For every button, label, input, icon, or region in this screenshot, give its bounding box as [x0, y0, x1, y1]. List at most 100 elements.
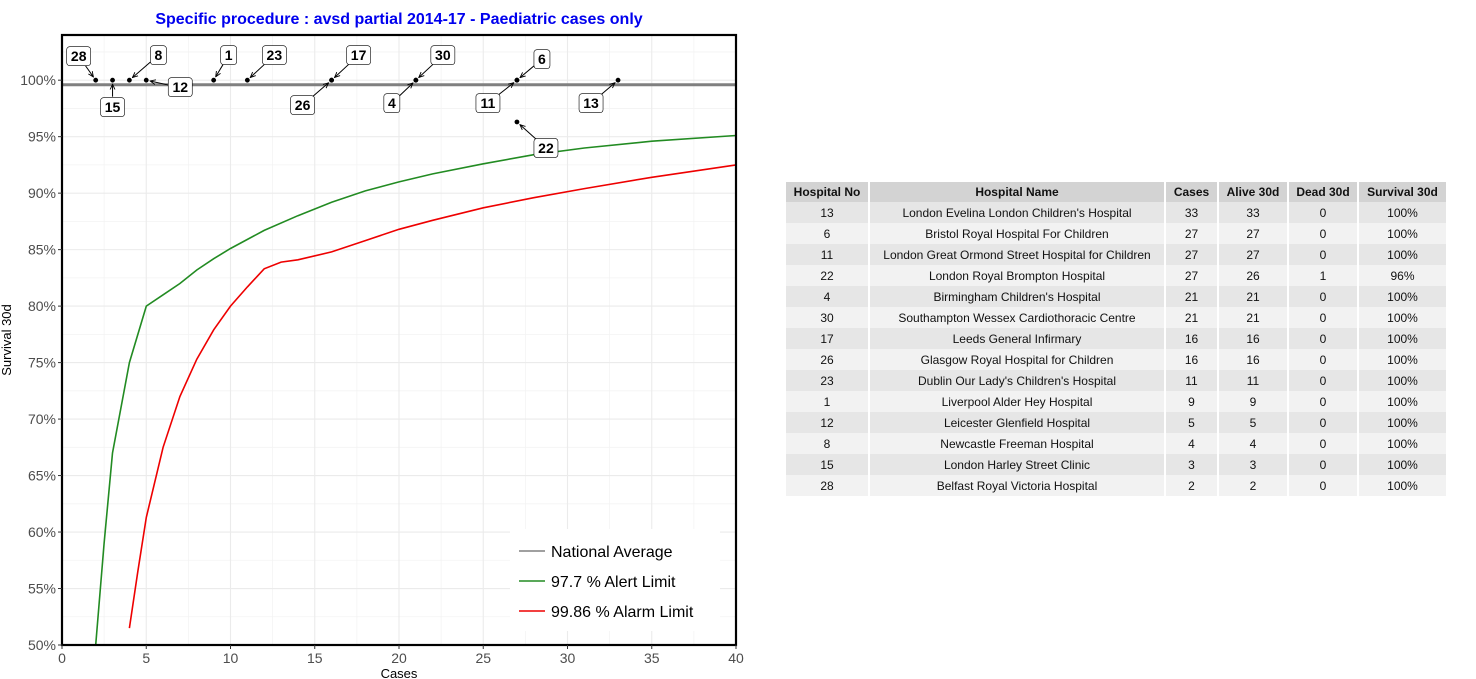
alive-30d-cell: 33 [1219, 202, 1287, 223]
point-label: 13 [583, 95, 599, 111]
survival-30d-cell: 100% [1359, 433, 1446, 454]
alive-30d-cell: 3 [1219, 454, 1287, 475]
chart-title: Specific procedure : avsd partial 2014-1… [155, 11, 642, 28]
point-label: 28 [71, 48, 87, 64]
alive-30d-cell: 11 [1219, 370, 1287, 391]
alive-30d-cell: 26 [1219, 265, 1287, 286]
hospital-no-cell: 15 [786, 454, 868, 475]
column-header-hospital-name: Hospital Name [870, 182, 1164, 202]
alive-30d-cell: 27 [1219, 223, 1287, 244]
dead-30d-cell: 0 [1289, 391, 1357, 412]
table-row: 13 London Evelina London Children's Hospi… [786, 202, 1446, 223]
y-tick-label: 80% [28, 298, 56, 314]
alive-30d-cell: 5 [1219, 412, 1287, 433]
cases-cell: 4 [1166, 433, 1217, 454]
dead-30d-cell: 0 [1289, 475, 1357, 496]
cases-cell: 16 [1166, 349, 1217, 370]
x-tick-label: 25 [475, 650, 491, 666]
dead-30d-cell: 0 [1289, 307, 1357, 328]
column-header-cases: Cases [1166, 182, 1217, 202]
x-tick-label: 15 [307, 650, 323, 666]
column-header-alive-30d: Alive 30d [1219, 182, 1287, 202]
table-row: 17 Leeds General Infirmary 16 16 0 100% [786, 328, 1446, 349]
dead-30d-cell: 0 [1289, 433, 1357, 454]
table-row: 6 Bristol Royal Hospital For Children 27 27… [786, 223, 1446, 244]
point-label-box [262, 45, 287, 65]
survival-30d-cell: 100% [1359, 244, 1446, 265]
hospital-no-cell: 22 [786, 265, 868, 286]
label-connector [132, 61, 151, 78]
label-connector [419, 61, 436, 77]
table-row: 15 London Harley Street Clinic 3 3 0 100% [786, 454, 1446, 475]
hospital-name-cell: Glasgow Royal Hospital for Children [870, 349, 1164, 370]
point-label: 22 [538, 140, 554, 156]
x-tick-label: 20 [391, 650, 407, 666]
table-header-row: Hospital No Hospital Name Cases Alive 30… [786, 182, 1446, 202]
survival-30d-cell: 96% [1359, 265, 1446, 286]
point-label-box [430, 45, 456, 65]
hospital-name-cell: Newcastle Freeman Hospital [870, 433, 1164, 454]
point-label-box [578, 93, 604, 113]
column-header-dead-30d: Dead 30d [1289, 182, 1357, 202]
survival-30d-cell: 100% [1359, 202, 1446, 223]
hospital-no-cell: 12 [786, 412, 868, 433]
alive-30d-cell: 9 [1219, 391, 1287, 412]
survival-30d-cell: 100% [1359, 286, 1446, 307]
alive-30d-cell: 16 [1219, 349, 1287, 370]
alive-30d-cell: 4 [1219, 433, 1287, 454]
hospital-name-cell: Leicester Glenfield Hospital [870, 412, 1164, 433]
hospital-summary-table: Hospital No Hospital Name Cases Alive 30… [784, 182, 1448, 496]
table-row: 4 Birmingham Children's Hospital 21 21 0 100% [786, 286, 1446, 307]
label-connector [216, 63, 224, 77]
cases-cell: 33 [1166, 202, 1217, 223]
point-label: 11 [481, 95, 496, 111]
hospital-name-cell: Bristol Royal Hospital For Children [870, 223, 1164, 244]
hospital-no-cell: 28 [786, 475, 868, 496]
alive-30d-cell: 21 [1219, 307, 1287, 328]
alert-limit-line [94, 134, 737, 646]
survival-30d-cell: 100% [1359, 223, 1446, 244]
x-tick-label: 5 [142, 650, 150, 666]
point-label-box [533, 49, 551, 69]
funnel-chart: Specific procedure : avsd partial 2014-1… [0, 11, 744, 679]
dead-30d-cell: 0 [1289, 412, 1357, 433]
alive-30d-cell: 16 [1219, 328, 1287, 349]
survival-30d-cell: 100% [1359, 412, 1446, 433]
survival-30d-cell: 100% [1359, 475, 1446, 496]
dead-30d-cell: 0 [1289, 454, 1357, 475]
table-row: 8 Newcastle Freeman Hospital 4 4 0 100% [786, 433, 1446, 454]
y-tick-label: 55% [28, 581, 56, 597]
legend-entry: 99.86 % Alarm Limit [551, 604, 694, 621]
cases-cell: 16 [1166, 328, 1217, 349]
hospital-name-cell: London Royal Brompton Hospital [870, 265, 1164, 286]
alive-30d-cell: 21 [1219, 286, 1287, 307]
label-connector [520, 65, 535, 78]
hospital-no-cell: 1 [786, 391, 868, 412]
point-label: 30 [435, 47, 451, 63]
y-tick-label: 90% [28, 185, 56, 201]
data-point [413, 77, 419, 83]
survival-30d-cell: 100% [1359, 391, 1446, 412]
hospital-name-cell: Dublin Our Lady's Children's Hospital [870, 370, 1164, 391]
dead-30d-cell: 0 [1289, 244, 1357, 265]
alive-30d-cell: 27 [1219, 244, 1287, 265]
alarm-limit-line [128, 164, 737, 629]
point-label-box [290, 95, 315, 115]
data-point [110, 77, 115, 83]
y-tick-label: 75% [28, 355, 56, 371]
alive-30d-cell: 2 [1219, 475, 1287, 496]
legend-background [510, 529, 720, 631]
y-tick-label: 50% [28, 637, 56, 653]
table-row: 26 Glasgow Royal Hospital for Children 16 1… [786, 349, 1446, 370]
cases-cell: 21 [1166, 286, 1217, 307]
x-tick-label: 40 [728, 650, 744, 666]
table-row: 1 Liverpool Alder Hey Hospital 9 9 0 100% [786, 391, 1446, 412]
dead-30d-cell: 0 [1289, 328, 1357, 349]
point-label: 1 [225, 47, 233, 63]
label-connector [310, 83, 329, 99]
point-label-box [346, 45, 371, 65]
hospital-name-cell: London Evelina London Children's Hospita… [870, 202, 1164, 223]
point-label-box [220, 45, 237, 65]
dead-30d-cell: 0 [1289, 370, 1357, 391]
cases-cell: 21 [1166, 307, 1217, 328]
